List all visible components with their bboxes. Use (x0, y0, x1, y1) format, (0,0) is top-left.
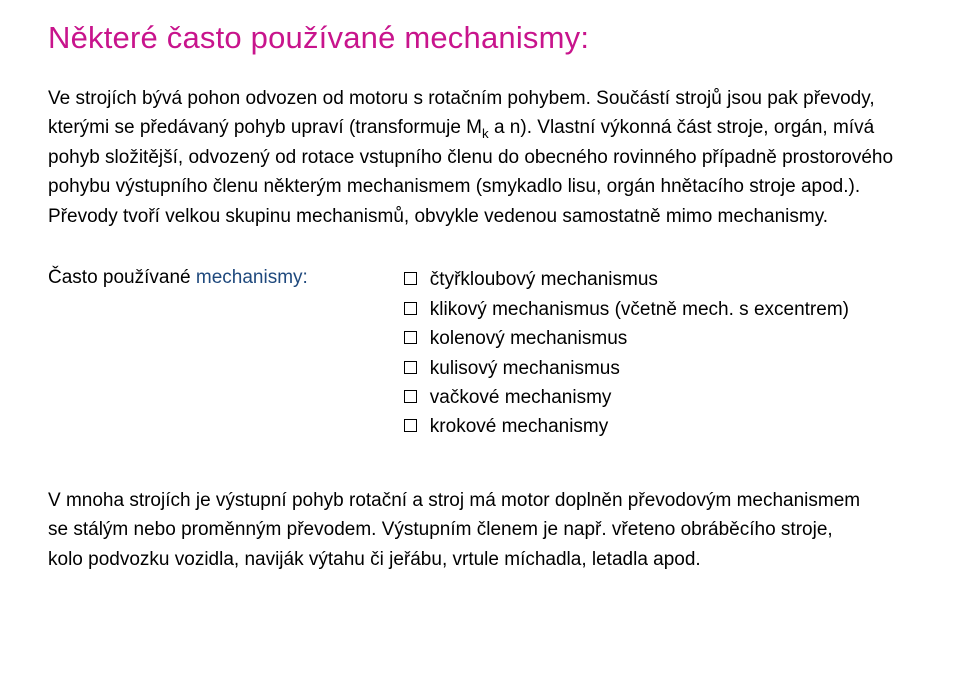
list-heading-a: Často používané (48, 267, 196, 288)
list-item: klikový mechanismus (včetně mech. s exce… (404, 295, 849, 324)
paragraph-1-line-4: pohybu výstupního členu některým mechani… (48, 172, 912, 201)
list-heading: Často používané mechanismy: (48, 265, 308, 289)
list-item: čtyřkloubový mechanismus (404, 265, 849, 294)
bottom-line-2: se stálým nebo proměnným převodem. Výstu… (48, 515, 912, 544)
page: Některé často používané mechanismy: Ve s… (0, 0, 960, 594)
bottom-line-3: kolo podvozku vozidla, naviják výtahu či… (48, 545, 912, 574)
paragraph-1-line-1: Ve strojích bývá pohon odvozen od motoru… (48, 84, 912, 113)
paragraph-1-line-3: pohyb složitější, odvozený od rotace vst… (48, 143, 912, 172)
paragraph-1-line-5: Převody tvoří velkou skupinu mechanismů,… (48, 202, 912, 231)
bottom-line-1: V mnoha strojích je výstupní pohyb rotač… (48, 486, 912, 515)
p1b-pre: kterými se předávaný pohyb upraví (trans… (48, 117, 482, 138)
mechanism-list: čtyřkloubový mechanismus klikový mechani… (404, 265, 849, 442)
bottom-paragraph: V mnoha strojích je výstupní pohyb rotač… (48, 486, 912, 574)
p1c: Vlastní výkonná část stroje, orgán, mívá (537, 117, 874, 138)
list-item: kulisový mechanismus (404, 354, 849, 383)
list-heading-b: mechanismy: (196, 267, 308, 288)
list-item: vačkové mechanismy (404, 383, 849, 412)
page-title: Některé často používané mechanismy: (48, 20, 912, 56)
p1b-subscript: k (482, 126, 489, 141)
list-item: krokové mechanismy (404, 412, 849, 441)
list-item: kolenový mechanismus (404, 324, 849, 353)
list-block: Často používané mechanismy: čtyřkloubový… (48, 265, 912, 442)
p1b-post: a n). (489, 117, 532, 138)
paragraph-1-line-2: kterými se předávaný pohyb upraví (trans… (48, 113, 912, 142)
